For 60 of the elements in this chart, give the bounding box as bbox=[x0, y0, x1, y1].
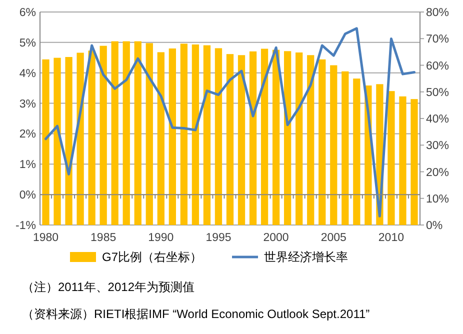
bar bbox=[65, 56, 72, 225]
y2-tick-label: 20% bbox=[426, 166, 450, 179]
bar bbox=[399, 96, 406, 225]
x-tick-label: 1985 bbox=[90, 232, 116, 244]
bar bbox=[226, 54, 234, 225]
bar bbox=[203, 45, 211, 225]
bar bbox=[353, 78, 360, 225]
bar bbox=[318, 59, 326, 225]
bar bbox=[260, 48, 268, 225]
bar bbox=[214, 48, 222, 225]
y-tick-label: 0% bbox=[19, 190, 36, 202]
bar bbox=[284, 51, 292, 225]
y2-tick-label: 70% bbox=[426, 34, 450, 46]
y-tick-label: 4% bbox=[19, 68, 36, 80]
bar bbox=[54, 58, 61, 225]
y-tick-label: 3% bbox=[19, 98, 36, 110]
bar bbox=[272, 50, 280, 225]
x-tick-label: 2010 bbox=[378, 232, 404, 244]
text: （注）2011年、2012年为预测值 bbox=[22, 280, 194, 294]
text: （资料来源）RIETI根据IMF “World Economic Outlook Sept.2011” bbox=[22, 307, 370, 321]
bar bbox=[330, 65, 338, 225]
bar bbox=[134, 41, 142, 225]
y-tick-label: 6% bbox=[19, 7, 36, 19]
line-series bbox=[44, 27, 416, 218]
y2-tick-label: 30% bbox=[426, 140, 450, 152]
x-tick-label: 1980 bbox=[32, 232, 59, 244]
x-tick-label: 1990 bbox=[148, 232, 174, 244]
x-tick-label: 2005 bbox=[320, 232, 346, 244]
bar bbox=[410, 99, 418, 225]
y2-tick-label: 10% bbox=[426, 193, 450, 206]
bar bbox=[249, 51, 257, 225]
bar bbox=[88, 50, 96, 225]
bar bbox=[388, 91, 395, 225]
bar bbox=[100, 46, 107, 225]
y2-tick-label: 0% bbox=[426, 220, 443, 232]
bar bbox=[192, 44, 200, 225]
bar bbox=[342, 71, 349, 225]
bar bbox=[122, 41, 130, 225]
bar bbox=[111, 41, 118, 225]
x-tick-label: 1995 bbox=[206, 232, 232, 244]
bar bbox=[157, 52, 164, 225]
bar bbox=[238, 55, 246, 225]
y-tick-label: -1% bbox=[16, 220, 36, 232]
bar bbox=[180, 44, 188, 225]
bar bbox=[146, 43, 153, 225]
bar bbox=[307, 55, 314, 225]
y2-tick-label: 50% bbox=[426, 86, 450, 99]
y2-tick-label: 40% bbox=[426, 114, 450, 126]
y2-tick-label: 60% bbox=[426, 60, 450, 72]
y2-tick-label: 80% bbox=[426, 7, 450, 19]
y-tick-label: 1% bbox=[19, 159, 36, 172]
legend-label: G7比例（右坐标） bbox=[102, 250, 202, 264]
bar bbox=[42, 59, 50, 225]
bar bbox=[296, 52, 303, 225]
legend-label: 世界经济增长率 bbox=[264, 250, 348, 264]
x-tick-label: 2000 bbox=[263, 232, 289, 244]
bar bbox=[168, 48, 176, 225]
bar bbox=[76, 52, 84, 225]
y-tick-label: 5% bbox=[19, 37, 36, 50]
y-tick-label: 2% bbox=[19, 128, 36, 141]
